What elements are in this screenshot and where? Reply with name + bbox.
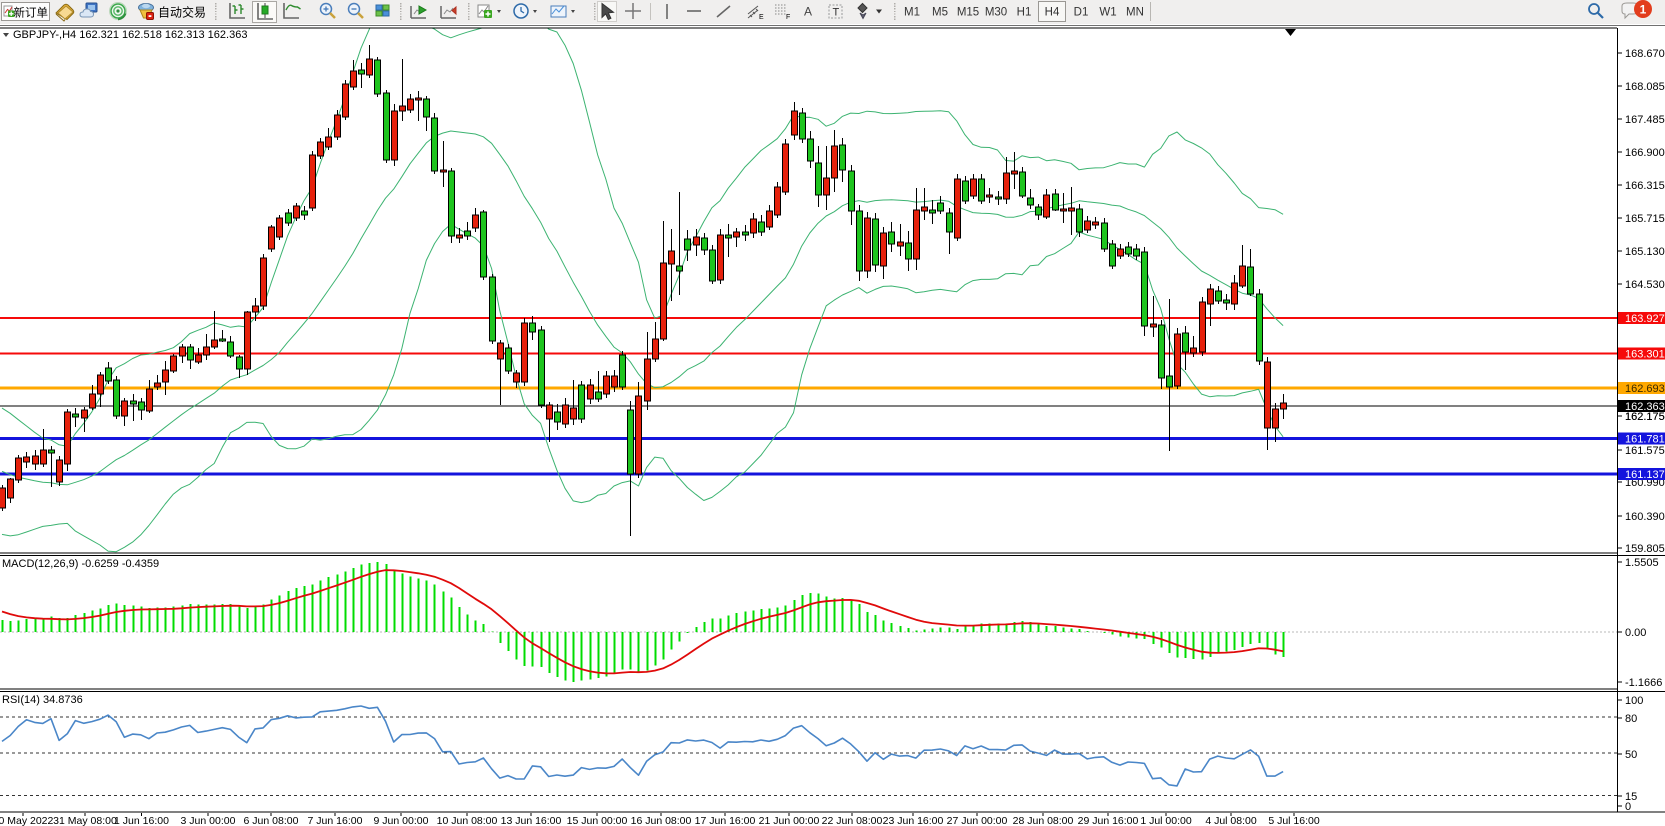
svg-text:H1: H1 [1017, 7, 1032, 19]
svg-text:GBPJPY-,H4 162.321 162.518 16: GBPJPY-,H4 162.321 162.518 162.313 162.3… [13, 29, 247, 41]
svg-text:4 Jul 08:00: 4 Jul 08:00 [1205, 815, 1257, 826]
svg-text:100: 100 [1625, 695, 1643, 707]
svg-text:MACD(12,26,9) -0.6259 -0.4359: MACD(12,26,9) -0.6259 -0.4359 [2, 558, 159, 570]
svg-text:166.315: 166.315 [1625, 180, 1665, 192]
svg-text:16 Jun 08:00: 16 Jun 08:00 [631, 815, 692, 826]
svg-text:22 Jun 08:00: 22 Jun 08:00 [822, 815, 883, 826]
svg-text:1 Jun 16:00: 1 Jun 16:00 [114, 815, 169, 826]
svg-text:162.175: 162.175 [1625, 411, 1665, 423]
svg-text:50: 50 [1625, 749, 1637, 761]
svg-text:164.530: 164.530 [1625, 279, 1665, 291]
svg-text:163.927: 163.927 [1625, 313, 1665, 325]
svg-text:1 Jul 00:00: 1 Jul 00:00 [1140, 815, 1192, 826]
svg-text:新订单: 新订单 [14, 6, 49, 20]
svg-text:E: E [759, 14, 764, 21]
svg-text:-1.1666: -1.1666 [1625, 677, 1662, 689]
svg-text:0.00: 0.00 [1625, 627, 1646, 639]
svg-text:0: 0 [1625, 801, 1631, 813]
svg-text:M1: M1 [904, 7, 920, 19]
svg-text:29 Jun 16:00: 29 Jun 16:00 [1078, 815, 1139, 826]
svg-text:MN: MN [1126, 7, 1144, 19]
svg-text:80: 80 [1625, 713, 1637, 725]
svg-text:23 Jun 16:00: 23 Jun 16:00 [883, 815, 944, 826]
svg-text:3 Jun 00:00: 3 Jun 00:00 [181, 815, 236, 826]
svg-text:M30: M30 [985, 7, 1007, 19]
svg-text:162.693: 162.693 [1625, 383, 1665, 395]
svg-text:168.670: 168.670 [1625, 48, 1665, 60]
svg-text:167.485: 167.485 [1625, 114, 1665, 126]
svg-text:166.900: 166.900 [1625, 147, 1665, 159]
svg-text:W1: W1 [1099, 7, 1116, 19]
svg-text:1: 1 [1640, 3, 1647, 17]
svg-text:30 May 2022: 30 May 2022 [0, 815, 54, 826]
svg-text:163.301: 163.301 [1625, 349, 1665, 361]
svg-text:31 May 08:00: 31 May 08:00 [53, 815, 117, 826]
svg-text:17 Jun 16:00: 17 Jun 16:00 [695, 815, 756, 826]
svg-text:9 Jun 00:00: 9 Jun 00:00 [374, 815, 429, 826]
svg-text:28 Jun 08:00: 28 Jun 08:00 [1013, 815, 1074, 826]
svg-text:RSI(14) 34.8736: RSI(14) 34.8736 [2, 694, 83, 706]
svg-text:168.085: 168.085 [1625, 81, 1665, 93]
svg-text:162.363: 162.363 [1625, 401, 1665, 413]
svg-text:M15: M15 [957, 7, 979, 19]
svg-text:A: A [804, 5, 812, 19]
svg-text:T: T [833, 7, 840, 19]
svg-text:159.805: 159.805 [1625, 543, 1665, 555]
svg-text:27 Jun 00:00: 27 Jun 00:00 [947, 815, 1008, 826]
svg-text:F: F [786, 14, 790, 21]
svg-text:10 Jun 08:00: 10 Jun 08:00 [437, 815, 498, 826]
svg-text:162.175: 162.175 [1625, 411, 1665, 423]
svg-text:自动交易: 自动交易 [158, 5, 206, 20]
svg-text:160.390: 160.390 [1625, 511, 1665, 523]
svg-text:15 Jun 00:00: 15 Jun 00:00 [567, 815, 628, 826]
svg-text:161.137: 161.137 [1625, 469, 1665, 481]
svg-text:7 Jun 16:00: 7 Jun 16:00 [308, 815, 363, 826]
svg-text:5 Jul 16:00: 5 Jul 16:00 [1268, 815, 1320, 826]
svg-text:165.715: 165.715 [1625, 213, 1665, 225]
svg-text:6 Jun 08:00: 6 Jun 08:00 [244, 815, 299, 826]
svg-text:165.130: 165.130 [1625, 246, 1665, 258]
svg-text:D1: D1 [1074, 7, 1089, 19]
svg-text:M5: M5 [932, 7, 948, 19]
svg-text:H4: H4 [1045, 7, 1060, 19]
svg-text:1.5505: 1.5505 [1625, 557, 1659, 569]
svg-text:21 Jun 00:00: 21 Jun 00:00 [759, 815, 820, 826]
svg-text:161.575: 161.575 [1625, 445, 1665, 457]
svg-text:15: 15 [1625, 791, 1637, 803]
svg-text:13 Jun 16:00: 13 Jun 16:00 [501, 815, 562, 826]
svg-text:161.781: 161.781 [1625, 434, 1665, 446]
